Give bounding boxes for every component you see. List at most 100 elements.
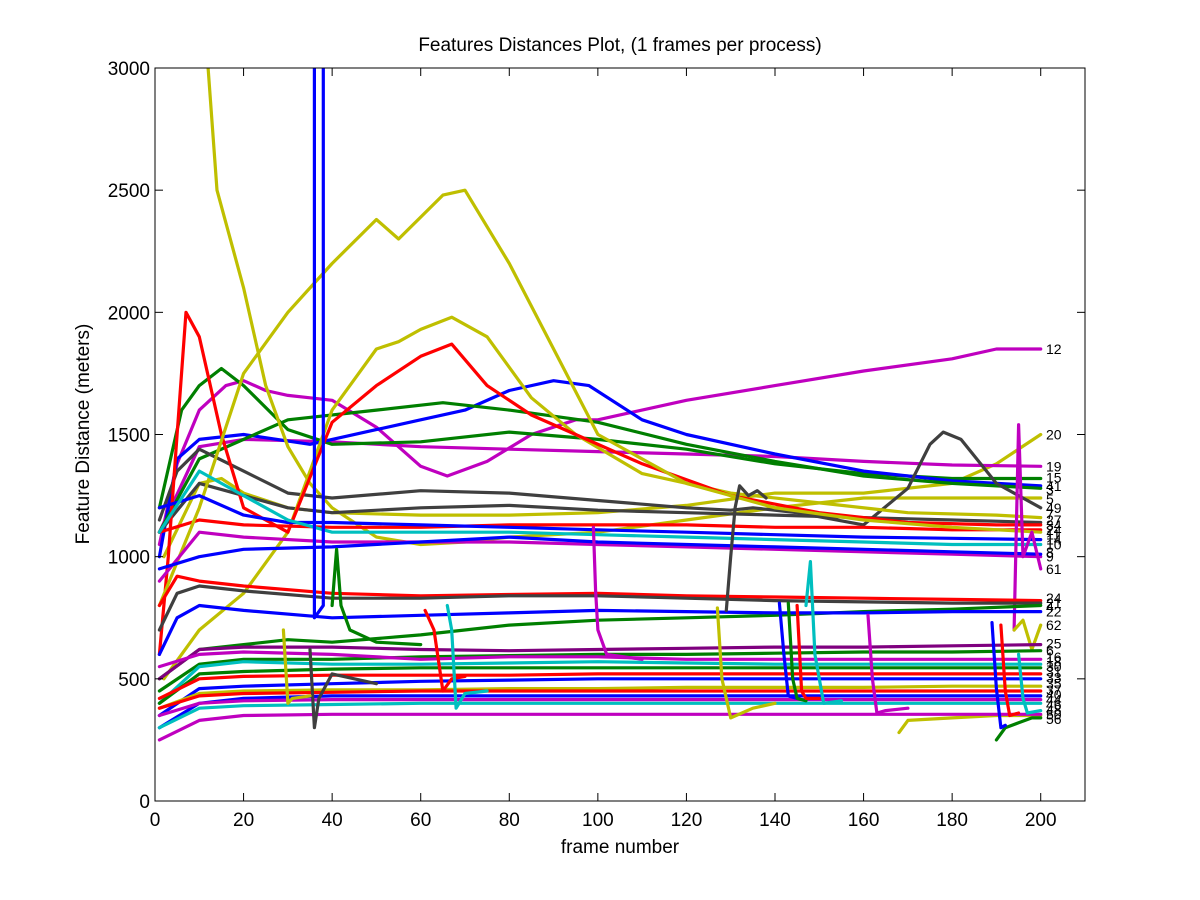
series-line-19 (157, 437, 1043, 534)
series-line-56 (157, 712, 1043, 742)
series-end-label: 5 (1046, 491, 1054, 507)
series-line-27 (162, 315, 1043, 681)
x-tick-label: 140 (759, 810, 791, 831)
series-line-37 (157, 689, 1043, 710)
series-end-label: 31 (1046, 664, 1062, 680)
series-end-label: 33 (1046, 670, 1062, 686)
series-end-label: 61 (1046, 561, 1062, 577)
series-end-label: 9 (1046, 549, 1054, 565)
chart-title: Features Distances Plot, (1 frames per p… (418, 35, 821, 56)
series-line-55 (866, 613, 910, 715)
series-end-label: 21 (1046, 595, 1062, 611)
series-end-label: 20 (1046, 427, 1062, 443)
series-end-label: 27 (1046, 512, 1062, 528)
end-label-layer: 1220191541354972734241114108961242142262… (1046, 341, 1062, 727)
series-line-22 (157, 603, 1043, 656)
x-tick-label: 80 (499, 810, 520, 831)
series-line-57 (990, 621, 1007, 730)
series-line-16 (157, 650, 1043, 669)
series-line-62 (1012, 618, 1043, 652)
series-line-47 (715, 606, 777, 720)
series-line-33 (157, 677, 1043, 718)
y-tick-label: 0 (139, 792, 150, 813)
series-end-label: 19 (1046, 458, 1062, 474)
series-line-4 (157, 584, 1043, 632)
x-tick-label: 60 (410, 810, 431, 831)
y-tick-label: 3000 (108, 59, 150, 80)
x-tick-label: 100 (582, 810, 614, 831)
series-end-label: 8 (1046, 544, 1054, 560)
series-line-61 (1012, 423, 1043, 632)
series-line-31 (157, 672, 1043, 700)
series-end-label: 24 (1046, 590, 1062, 606)
series-layer (157, 68, 1043, 742)
series-line-51 (777, 601, 799, 700)
series-end-label: 56 (1046, 711, 1062, 727)
series-end-label: 30 (1046, 659, 1062, 675)
x-tick-label: 180 (936, 810, 968, 831)
series-line-18 (157, 660, 1043, 705)
series-line-43 (445, 603, 489, 710)
y-tick-label: 2000 (108, 303, 150, 324)
x-tick-label: 40 (322, 810, 343, 831)
series-end-label: 15 (1046, 469, 1062, 485)
series-line-36a (312, 68, 325, 620)
series-end-label: 25 (1046, 635, 1062, 651)
series-line-39 (330, 547, 423, 647)
series-line-6 (157, 649, 1043, 693)
series-end-label: 41 (1046, 478, 1062, 494)
axes-layer: 0 20 40 60 80 100 120 140 160 180 2000500100015002… (108, 59, 1086, 831)
series-end-label: 50 (1046, 706, 1062, 722)
series-line-20 (162, 432, 1043, 559)
series-line-59 (1017, 652, 1043, 715)
series-end-label: 12 (1046, 341, 1062, 357)
y-tick-label: 1000 (108, 548, 150, 569)
x-tick-label: 0 (150, 810, 161, 831)
series-end-label: 18 (1046, 654, 1062, 670)
x-axis-label: frame number (561, 837, 680, 858)
series-end-label: 24 (1046, 522, 1062, 538)
series-end-label: 62 (1046, 617, 1062, 633)
series-end-label: 48 (1046, 701, 1062, 717)
series-line-8 (157, 530, 1043, 583)
x-tick-label: 200 (1025, 810, 1057, 831)
series-line-63 (724, 484, 768, 612)
x-tick-label: 160 (848, 810, 880, 831)
series-line-12 (157, 347, 1043, 547)
y-tick-label: 500 (118, 670, 150, 691)
series-line-46 (157, 701, 1043, 730)
series-line-45 (591, 525, 644, 661)
series-end-label: 40 (1046, 687, 1062, 703)
series-line-42 (423, 608, 467, 693)
series-line-11 (157, 188, 1043, 608)
series-end-label: 3 (1046, 482, 1054, 498)
series-line-41 (157, 379, 1043, 559)
series-end-label: 35 (1046, 676, 1062, 692)
series-end-label: 10 (1046, 537, 1062, 553)
series-line-52 (786, 601, 808, 703)
series-line-49 (157, 430, 1043, 527)
series-line-64 (281, 628, 312, 705)
series-end-label: 7 (1046, 506, 1054, 522)
series-end-label: 37 (1046, 682, 1062, 698)
series-line-9 (157, 535, 1043, 571)
series-line-54 (804, 560, 843, 705)
series-end-label: 4 (1046, 599, 1054, 615)
series-end-label: 22 (1046, 604, 1062, 620)
y-tick-label: 2500 (108, 181, 150, 202)
series-line-30 (157, 666, 1043, 705)
series-line-58 (999, 623, 1021, 718)
series-line-34 (157, 310, 1043, 656)
series-line-44 (157, 698, 1043, 718)
series-end-label: 46 (1046, 697, 1062, 713)
x-tick-label: 20 (233, 810, 254, 831)
y-axis-label: Feature Distance (meters) (73, 324, 94, 545)
series-end-label: 34 (1046, 517, 1062, 533)
x-tick-label: 120 (671, 810, 703, 831)
series-line-24 (157, 518, 1043, 534)
series-end-label: 6 (1046, 643, 1054, 659)
series-line-53 (795, 603, 821, 700)
series-line-25 (157, 643, 1043, 681)
series-line-60 (308, 647, 378, 730)
